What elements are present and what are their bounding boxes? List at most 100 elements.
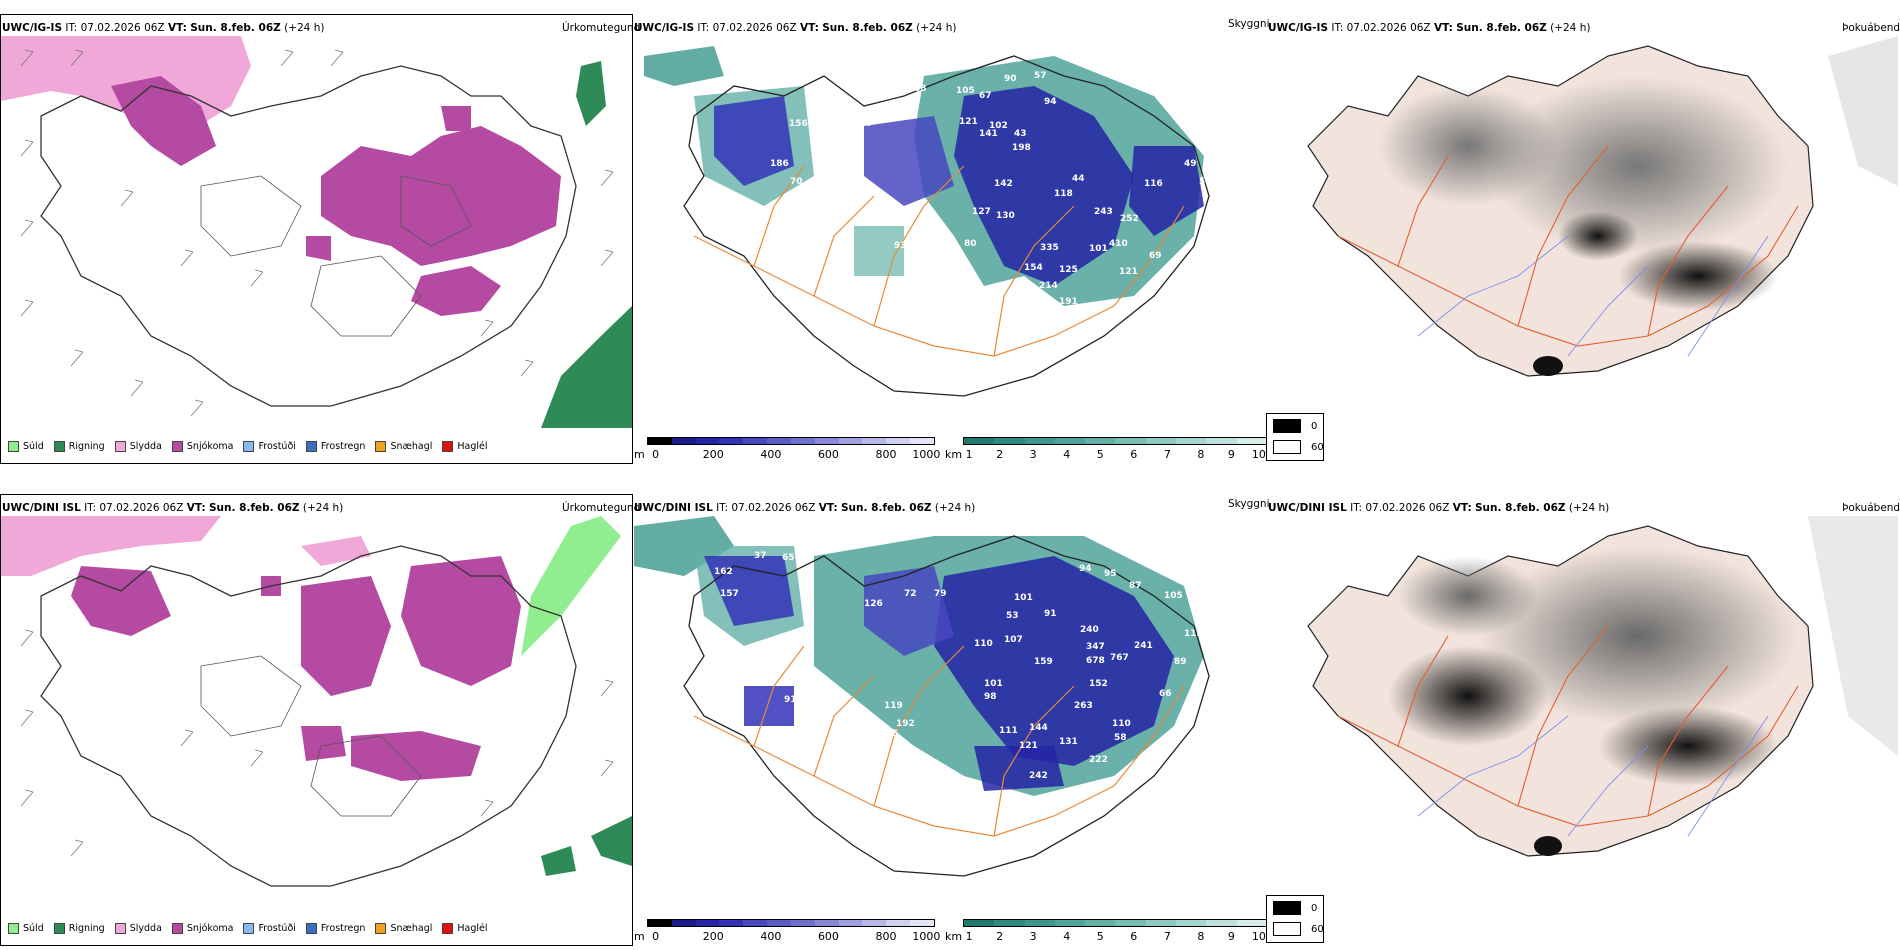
precip-legend-2: Súld Rigning Slydda Snjókoma Frostúði Fr… — [8, 923, 488, 934]
label2-14: 678 — [1086, 656, 1105, 666]
snow-area-nw — [111, 76, 216, 166]
label-19: 142 — [994, 179, 1013, 189]
label2-24: 110 — [1112, 719, 1131, 729]
label2-15: 767 — [1110, 653, 1129, 663]
label2-3: 157 — [720, 589, 739, 599]
precip-corner-label-2: Úrkomutegund — [562, 502, 641, 514]
cloudcover-map-2 — [1307, 516, 1898, 857]
precip-map-2 — [1, 516, 632, 908]
height-colorbar-2 — [647, 919, 935, 927]
precip-map — [1, 36, 632, 428]
label-10: 43 — [1014, 129, 1027, 139]
cloudbase-corner-label-2: Skyggni — [1228, 498, 1270, 510]
label2-41: 53 — [1006, 611, 1019, 621]
cc-rivers — [1417, 235, 1769, 357]
row-1: UWC/IG-IS IT: 07.02.2026 06Z VT: Sun. 8.… — [0, 0, 1900, 465]
cloudbase-map: 36 106 64 109 68 105 67 90 57 94 43 198 … — [644, 46, 1212, 397]
label-3: 109 — [874, 89, 893, 99]
label-16: 70 — [790, 177, 803, 187]
cloudcover-map — [1307, 36, 1898, 377]
roads — [693, 165, 1185, 357]
label-28: 69 — [1149, 251, 1162, 261]
label2-13: 347 — [1086, 642, 1105, 652]
snow-area-center — [321, 126, 561, 266]
legend-snow-pellets: Snæhagl — [375, 441, 432, 452]
cloudcover-header-2: UWC/DINI ISL IT: 07.02.2026 06Z VT: Sun.… — [1268, 502, 1610, 514]
row-2: UWC/DINI ISL IT: 07.02.2026 06Z VT: Sun.… — [0, 480, 1900, 950]
label-9: 94 — [1044, 97, 1057, 107]
label-38: 101 — [1089, 244, 1108, 254]
rain-area-se — [541, 306, 632, 428]
label-21: 118 — [1054, 189, 1073, 199]
iceland-outline — [40, 65, 577, 407]
label2-6: 101 — [1014, 593, 1033, 603]
label-7: 90 — [1004, 74, 1017, 84]
label2-16: 241 — [1134, 641, 1153, 651]
label2-26: 101 — [984, 679, 1003, 689]
snow-area-2e — [301, 726, 346, 761]
legend-rain: Rigning — [53, 441, 105, 452]
label2-31: 111 — [999, 726, 1018, 736]
label2-39: 107 — [1004, 635, 1023, 645]
visibility-colorbar — [963, 437, 1268, 445]
height-ticks-2: 0 200 400 600 800 1000 — [652, 930, 941, 943]
label-13: 84 — [859, 119, 872, 129]
label2-35: 91 — [784, 695, 797, 705]
label-20: 116 — [1144, 179, 1163, 189]
label-24: 243 — [1094, 207, 1113, 217]
label-22: 127 — [972, 207, 991, 217]
label2-4: 72 — [904, 589, 917, 599]
cloud-cover-legend-2: 0 60 — [1266, 895, 1324, 943]
cloudcover-corner-label: Þokuábendi — [1842, 22, 1900, 34]
label2-27: 98 — [984, 692, 997, 702]
label-31: 154 — [1024, 263, 1043, 273]
label2-7: 94 — [1079, 564, 1092, 574]
label-15: 186 — [770, 159, 789, 169]
label-25: 252 — [1120, 214, 1139, 224]
label-12: 156 — [789, 119, 808, 129]
height-colorbar — [647, 437, 935, 445]
label2-5: 79 — [934, 589, 947, 599]
label-23: 130 — [996, 211, 1015, 221]
precip-corner-label: Úrkomutegund — [562, 22, 641, 34]
label2-38: 65 — [886, 729, 899, 739]
label-2: 64 — [784, 69, 797, 79]
label-18: 102 — [989, 121, 1008, 131]
label2-0: 162 — [714, 567, 733, 577]
label-29: 121 — [1119, 267, 1138, 277]
label2-9: 87 — [1129, 581, 1142, 591]
label2-19: 89 — [1174, 657, 1187, 667]
sleet-area-2 — [1, 516, 221, 576]
label-8: 57 — [1034, 71, 1047, 81]
visibility-ticks-2: 1 2 3 4 5 6 7 8 9 10 — [965, 930, 1266, 943]
label2-11: 91 — [1044, 609, 1057, 619]
rain-area-east — [576, 61, 606, 126]
legend2-snow: Snjókoma — [171, 923, 233, 934]
label-40: 44 — [1072, 174, 1085, 184]
label-30: 125 — [1059, 265, 1078, 275]
legend2-hail: Haglél — [442, 923, 488, 934]
legend-snow: Snjókoma — [171, 441, 233, 452]
label-14: 54 — [874, 107, 887, 117]
label2-25: 58 — [1114, 733, 1127, 743]
label-27: 410 — [1109, 239, 1128, 249]
snow-area-2c — [401, 556, 521, 686]
drizzle-area-2 — [521, 516, 621, 656]
visibility-unit: km — [945, 448, 963, 461]
cloudbase-corner-label: Skyggni — [1228, 18, 1270, 30]
legend-freezing-rain: Frostregn — [305, 441, 365, 452]
label2-29: 131 — [1059, 737, 1078, 747]
label-41: 49 — [1184, 159, 1197, 169]
wind-barbs — [20, 49, 614, 417]
label2-32: 222 — [1089, 755, 1108, 765]
height-unit-2: m — [634, 930, 645, 943]
cloudbase-header: UWC/IG-IS IT: 07.02.2026 06Z VT: Sun. 8.… — [634, 22, 957, 34]
height-unit: m — [634, 448, 645, 461]
legend2-sleet: Slydda — [114, 923, 162, 934]
snow-area-2a — [71, 566, 171, 636]
cloudcover-corner-label-2: Þokuábendi — [1842, 502, 1900, 514]
precip-map-frame-2 — [0, 494, 633, 946]
precip-legend: Súld Rigning Slydda Snjókoma Frostúði Fr… — [8, 441, 488, 452]
cloudbase-labels: 36 106 64 109 68 105 67 90 57 94 43 198 … — [724, 67, 1212, 307]
label2-33: 242 — [1029, 771, 1048, 781]
